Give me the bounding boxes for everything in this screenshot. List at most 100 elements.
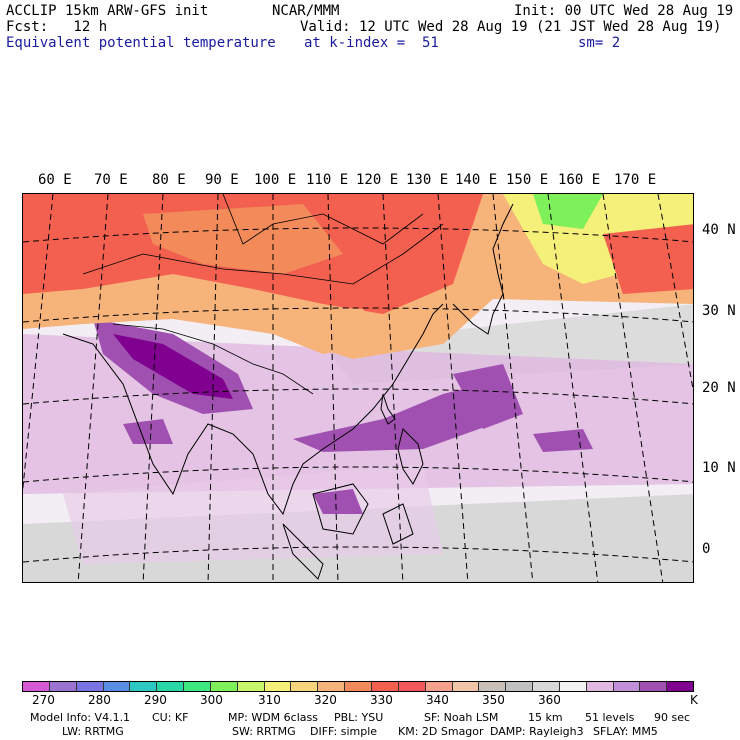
lon-line-150 — [547, 194, 599, 582]
india-purple-patch — [123, 419, 173, 444]
asia-mainland-coast — [62, 303, 444, 516]
colorbar-tick-label: 360 — [538, 693, 561, 707]
lat-label: 30 N — [702, 303, 736, 319]
footer-item: SFLAY: MM5 — [593, 725, 658, 738]
lon-label: 100 E — [254, 172, 297, 188]
map-canvas — [23, 194, 693, 582]
colorbar-swatch — [49, 682, 77, 691]
mongolia-orange — [143, 204, 343, 274]
footer-item: DAMP: Rayleigh3 — [490, 725, 584, 738]
colorbar-swatch — [291, 682, 319, 691]
country-borders — [82, 194, 444, 395]
lon-label: 80 E — [152, 172, 186, 188]
footer-item: SW: RRTMG — [232, 725, 296, 738]
footer-item: 51 levels — [585, 711, 635, 724]
colorbar-tick-label: 330 — [370, 693, 393, 707]
colorbar-swatch — [586, 682, 614, 691]
colorbar-swatch — [425, 682, 453, 691]
lon-line-140 — [492, 194, 534, 582]
colorbar-swatch — [103, 682, 131, 691]
colorbar-swatch — [398, 682, 426, 691]
borneo-coast — [312, 483, 369, 535]
footer-item: KM: 2D Smagor — [398, 725, 484, 738]
lat-label: 40 N — [702, 222, 736, 238]
colorbar-tick-label: 340 — [426, 693, 449, 707]
theta-e-map — [22, 193, 694, 583]
lat-line-40 — [23, 227, 693, 243]
colorbar-swatch — [264, 682, 292, 691]
lon-line-130 — [437, 194, 469, 582]
level-label: at k-index = 51 — [304, 35, 439, 51]
field-name: Equivalent potential temperature — [6, 35, 276, 51]
sumatra-coast — [282, 523, 324, 580]
lon-label: 150 E — [506, 172, 549, 188]
smoothing-label: sm= 2 — [578, 35, 621, 51]
lon-line-160 — [602, 194, 664, 582]
colorbar-swatch — [452, 682, 480, 691]
philippine-sea-purple — [453, 364, 523, 429]
colorbar-swatch — [371, 682, 399, 691]
footer-item: MP: WDM 6class — [228, 711, 318, 724]
colorbar-tick-label: 300 — [200, 693, 223, 707]
lat-label: 0 — [702, 541, 711, 557]
colorbar-swatch — [533, 682, 560, 691]
colorbar-swatch — [23, 682, 50, 691]
lon-label: 120 E — [356, 172, 399, 188]
lon-label: 170 E — [614, 172, 657, 188]
colorbar — [22, 681, 694, 692]
footer-item: PBL: YSU — [334, 711, 384, 724]
footer-item: SF: Noah LSM — [424, 711, 499, 724]
lon-label: 60 E — [38, 172, 72, 188]
border-himalaya — [112, 323, 314, 395]
footer-item: 15 km — [528, 711, 563, 724]
borneo-purple-patch — [313, 489, 363, 514]
lat-line-30 — [23, 307, 693, 323]
colorbar-swatch — [613, 682, 641, 691]
colorbar-swatch — [559, 682, 587, 691]
colorbar-swatch — [479, 682, 507, 691]
china-orange-patch — [263, 304, 383, 354]
graticule — [23, 194, 693, 582]
forecast-hour: Fcst: 12 h — [6, 19, 108, 35]
footer-item: Model Info: V4.1.1 — [30, 711, 131, 724]
lon-line-90 — [207, 194, 219, 582]
footer-item: 90 sec — [654, 711, 691, 724]
taiwan-coast — [380, 393, 396, 425]
colorbar-tick-label: 350 — [482, 693, 505, 707]
lon-label: 130 E — [406, 172, 449, 188]
lat-line-0 — [23, 546, 693, 563]
lon-line-60 — [23, 194, 54, 492]
lat-label: 10 N — [702, 460, 736, 476]
border-siberia — [222, 194, 424, 245]
colorbar-tick-label: 290 — [144, 693, 167, 707]
colorbar-tick-label: 320 — [314, 693, 337, 707]
lat-label: 20 N — [702, 380, 736, 396]
lon-line-80 — [142, 194, 164, 582]
lon-label: 90 E — [205, 172, 239, 188]
footer-item: LW: RRTMG — [62, 725, 124, 738]
colorbar-swatch — [345, 682, 372, 691]
lon-line-120 — [382, 194, 404, 582]
colorbar-swatch — [184, 682, 211, 691]
lon-label: 110 E — [306, 172, 349, 188]
lon-line-110 — [327, 194, 339, 582]
japan-coast — [452, 203, 514, 335]
himalaya-deep-purple — [113, 334, 233, 399]
colorbar-tick-label: 280 — [88, 693, 111, 707]
model-title: ACCLIP 15km ARW-GFS init — [6, 3, 209, 19]
western-pacific-purple — [293, 384, 493, 452]
border-north — [82, 223, 444, 285]
lat-line-20 — [23, 388, 693, 405]
lon-line-70 — [77, 194, 109, 582]
colorbar-swatch — [640, 682, 668, 691]
footer-item: DIFF: simple — [310, 725, 378, 738]
colorbar-swatch — [130, 682, 158, 691]
lat-line-10 — [23, 466, 693, 483]
lon-label: 70 E — [94, 172, 128, 188]
valid-time: Valid: 12 UTC Wed 28 Aug 19 (21 JST Wed … — [300, 19, 722, 35]
northeast-green — [533, 194, 603, 229]
colorbar-unit: K — [690, 693, 698, 707]
colorbar-swatch — [318, 682, 346, 691]
philippines-coast — [397, 428, 424, 485]
colorbar-tick-label: 270 — [32, 693, 55, 707]
